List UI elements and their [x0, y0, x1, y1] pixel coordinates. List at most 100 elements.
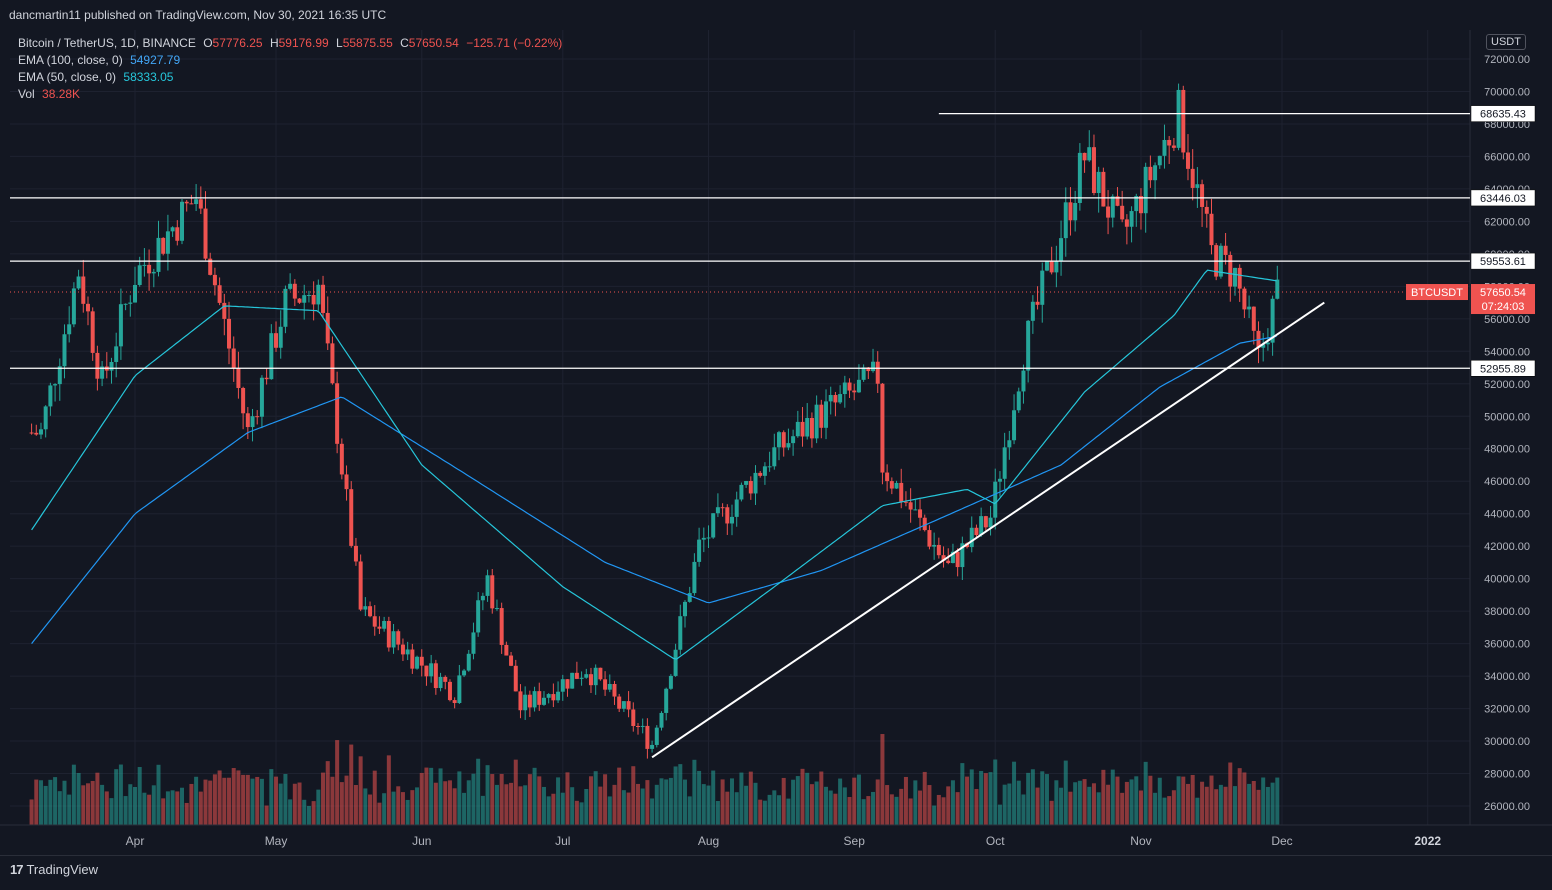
candle-body — [960, 543, 965, 568]
legend-ema100-row[interactable]: EMA (100, close, 0) 54927.79 — [18, 52, 566, 69]
volume-bar — [1106, 784, 1111, 825]
candle-body — [377, 626, 382, 629]
chart-canvas[interactable]: 72000.0070000.0068000.0066000.0064000.00… — [0, 30, 1552, 855]
volume-bar — [1251, 781, 1256, 825]
price-axis-bg — [1470, 30, 1552, 825]
candle-body — [955, 551, 960, 568]
volume-bar — [1143, 761, 1148, 825]
volume-bar — [650, 798, 655, 825]
candle-body — [114, 346, 119, 362]
volume-bar — [90, 780, 95, 825]
legend-volume-row[interactable]: Vol 38.28K — [18, 86, 566, 103]
chart-grid — [10, 30, 1470, 825]
candle-body — [471, 632, 476, 654]
candle-body — [259, 377, 264, 417]
candle-body — [527, 694, 532, 708]
candle-body — [922, 517, 927, 531]
volume-bar — [438, 768, 443, 825]
volume-bar — [772, 790, 777, 825]
candle-body — [565, 679, 570, 689]
candle-body — [1106, 206, 1111, 218]
currency-button[interactable]: USDT — [1486, 34, 1526, 50]
candle-body — [1087, 147, 1092, 161]
time-tick-label: Aug — [698, 834, 719, 848]
candle-body — [161, 237, 166, 254]
candle-body — [57, 366, 62, 385]
candle-body — [1200, 184, 1205, 207]
legend-symbol-row: Bitcoin / TetherUS, 1D, BINANCE O57776.2… — [18, 35, 566, 52]
volume-bar — [1232, 786, 1237, 825]
candle-body — [494, 608, 499, 610]
volume-bar — [946, 786, 951, 825]
volume-bar — [1129, 779, 1134, 825]
ema50-value: 58333.05 — [123, 70, 174, 84]
volume-bar — [541, 786, 546, 825]
level-label: 59553.61 — [1480, 256, 1526, 268]
volume-bar — [1082, 779, 1087, 825]
candle-body — [880, 383, 885, 473]
candle-body — [203, 208, 208, 259]
candle-body — [1096, 171, 1101, 194]
volume-bar — [1049, 800, 1054, 825]
candle-body — [339, 443, 344, 475]
price-tick-label: 68000.00 — [1484, 119, 1530, 131]
volume-bar — [1101, 769, 1106, 825]
volume-bar — [1275, 777, 1280, 825]
volume-bar — [805, 772, 810, 825]
candle-body — [809, 417, 814, 439]
volume-bar — [53, 777, 58, 825]
candle-body — [654, 727, 659, 745]
volume-bar — [532, 767, 537, 825]
volume-bar — [62, 780, 67, 825]
candle-body — [1012, 410, 1017, 441]
candle-body — [889, 481, 894, 489]
volume-bar — [560, 792, 565, 825]
volume-bar — [875, 779, 880, 825]
candle-body — [838, 394, 843, 403]
candle-body — [278, 326, 283, 348]
tradingview-brand[interactable]: 17 TradingView — [10, 862, 98, 877]
candle-body — [842, 382, 847, 395]
candle-body — [1195, 184, 1200, 188]
symbol-label[interactable]: Bitcoin / TetherUS, 1D, BINANCE — [18, 36, 196, 50]
candle-body — [1129, 211, 1134, 227]
candle-body — [1176, 89, 1181, 148]
volume-bar — [1162, 797, 1167, 825]
volume-bar — [635, 783, 640, 825]
volume-bar — [400, 792, 405, 825]
candle-body — [1077, 152, 1082, 203]
volume-bar — [748, 771, 753, 825]
candle-body — [1148, 166, 1153, 181]
volume-bar — [480, 795, 485, 825]
volume-bar — [1096, 792, 1101, 825]
volume-bar — [965, 776, 970, 825]
candle-body — [1261, 344, 1266, 348]
volume-bar — [227, 777, 232, 825]
volume-bar — [1040, 771, 1045, 825]
volume-bar — [1124, 781, 1129, 825]
volume-bar — [76, 772, 81, 825]
candle-body — [292, 283, 297, 299]
volume-label: Vol — [18, 87, 35, 101]
candle-body — [462, 670, 467, 676]
volume-bar — [38, 780, 43, 825]
candle-body — [1059, 238, 1064, 261]
candle-body — [1091, 147, 1096, 194]
candle-body — [556, 691, 561, 701]
candle-body — [861, 367, 866, 380]
price-tick-label: 36000.00 — [1484, 639, 1530, 651]
legend-ema50-row[interactable]: EMA (50, close, 0) 58333.05 — [18, 69, 566, 86]
candle-body — [1157, 155, 1162, 166]
candle-body — [147, 264, 152, 274]
candle-body — [805, 417, 810, 437]
volume-bar — [504, 784, 509, 825]
tradingview-brand-label: TradingView — [26, 862, 99, 877]
candle-body — [358, 561, 363, 610]
volume-bar — [1223, 786, 1228, 825]
volume-bar — [485, 765, 490, 825]
volume-bar — [231, 768, 236, 825]
time-tick-label: Sep — [844, 834, 866, 848]
volume-bar — [1016, 780, 1021, 825]
volume-bar — [274, 776, 279, 825]
candle-body — [372, 616, 377, 627]
